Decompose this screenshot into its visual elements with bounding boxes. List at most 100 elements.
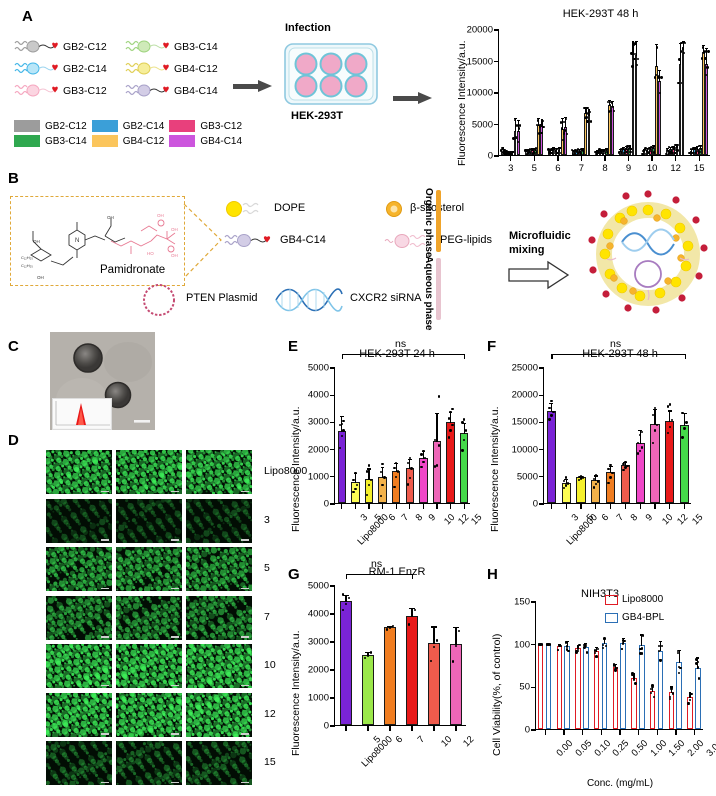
gfp-fluorescence-icon — [186, 450, 252, 494]
data-point — [624, 460, 627, 464]
data-point — [408, 457, 411, 460]
data-point — [576, 647, 580, 651]
legend-item-lipo8000: Lipo8000 — [605, 594, 663, 605]
data-point — [679, 666, 682, 670]
error-cap — [548, 149, 552, 151]
data-point — [603, 151, 606, 155]
microfluidic-label-line2: mixing — [509, 244, 545, 256]
dope-label: DOPE — [274, 202, 306, 214]
data-point — [650, 145, 654, 148]
lipid-item: GB4-C12 — [125, 58, 218, 80]
data-point — [618, 151, 622, 155]
data-point — [657, 75, 661, 78]
sirna-icon — [275, 288, 343, 312]
data-point — [681, 411, 684, 415]
x-tick-mark — [604, 156, 606, 161]
gfp-fluorescence-icon — [46, 450, 112, 494]
data-point — [565, 484, 568, 487]
y-tick-mark — [494, 29, 499, 31]
data-point — [542, 125, 545, 129]
bar — [432, 440, 442, 503]
bar — [564, 646, 570, 729]
error-cap — [652, 144, 655, 147]
data-point — [532, 152, 535, 155]
data-point — [668, 695, 672, 698]
error-bar — [652, 684, 654, 692]
data-point — [676, 649, 679, 653]
error-bar — [629, 144, 631, 150]
data-point — [567, 649, 570, 653]
svg-text:C₁₂H₂₅: C₁₂H₂₅ — [21, 263, 33, 268]
scale-bar — [241, 587, 249, 589]
data-point — [634, 42, 637, 45]
data-point — [366, 654, 370, 658]
panel-letter-f: F — [487, 338, 497, 355]
data-point — [579, 477, 583, 480]
error-cap — [678, 42, 682, 44]
lipid-glyph-icon — [125, 62, 169, 75]
scale-bar — [101, 539, 109, 541]
error-bar — [656, 43, 658, 67]
error-bar — [463, 422, 465, 435]
error-bar — [608, 99, 611, 107]
error-cap — [435, 412, 439, 415]
gfp-fluorescence-icon — [186, 644, 252, 688]
y-tick-mark — [330, 394, 335, 396]
bar — [620, 642, 626, 729]
error-cap — [549, 402, 554, 404]
scale-bar — [241, 733, 249, 735]
bar — [428, 642, 440, 725]
data-point — [692, 152, 696, 155]
error-cap — [669, 146, 673, 148]
x-tick-mark — [619, 730, 621, 735]
data-point — [607, 481, 610, 484]
data-point — [393, 466, 396, 470]
microscopy-row-label: 3 — [264, 513, 270, 526]
x-tick-mark — [533, 156, 536, 161]
data-point — [420, 466, 423, 469]
y-tick-label: 5000 — [307, 580, 329, 592]
data-point — [642, 150, 645, 153]
error-bar — [541, 118, 543, 128]
lipid-item: GB3-C12 — [14, 80, 107, 102]
data-point — [698, 677, 701, 680]
hek293t-plate-icon — [284, 43, 378, 105]
data-point — [352, 491, 355, 494]
y-tick-label: 20000 — [466, 24, 493, 36]
data-point — [596, 480, 599, 483]
data-point — [365, 493, 369, 497]
data-point — [347, 596, 351, 599]
data-point — [688, 698, 692, 702]
microscopy-row-label: 10 — [264, 659, 276, 671]
bar — [583, 647, 589, 729]
data-point — [594, 473, 597, 477]
data-point — [633, 52, 636, 56]
data-point — [634, 682, 637, 685]
svg-text:OH: OH — [37, 275, 44, 280]
error-cap — [339, 415, 344, 418]
significance-bracket-end — [346, 574, 348, 579]
data-point — [611, 471, 614, 475]
bar — [406, 615, 418, 725]
x-axis-label: Conc. (mg/mL) — [586, 778, 654, 789]
data-point — [601, 152, 604, 155]
data-point — [609, 463, 612, 467]
bar — [384, 627, 396, 725]
y-axis-label: Cell Viability(%, of control) — [491, 633, 503, 756]
data-point — [454, 645, 458, 648]
significance-bracket — [346, 574, 412, 576]
scale-bar — [241, 490, 249, 492]
data-point — [447, 436, 450, 439]
data-point — [385, 628, 389, 631]
bar — [634, 54, 638, 155]
error-cap — [631, 40, 635, 42]
data-point — [451, 423, 454, 427]
x-tick-mark — [381, 504, 384, 509]
panelA-color-legend: GB2-C12 GB2-C14 GB3-C12 GB3-C14 GB4-C12 … — [14, 120, 242, 147]
lipid-item: GB2-C14 — [14, 58, 107, 80]
microscopy-image — [116, 595, 182, 640]
error-bar — [612, 101, 614, 107]
microscopy-row-label: 12 — [264, 707, 276, 720]
data-point — [582, 149, 585, 152]
data-point — [556, 649, 560, 652]
